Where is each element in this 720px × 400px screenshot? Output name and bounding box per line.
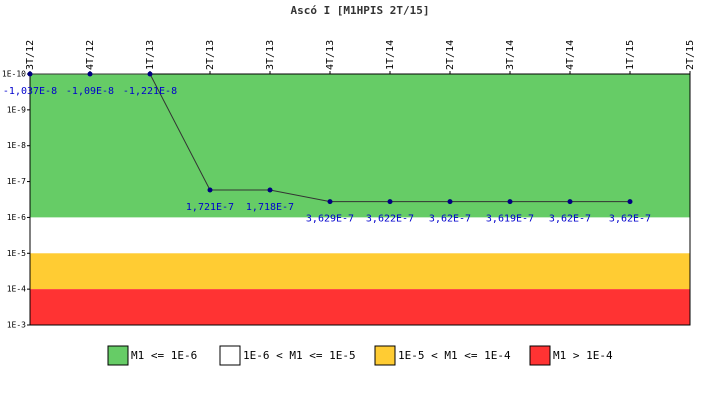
data-label: 1,721E-7 <box>186 202 234 213</box>
x-tick-label: 1T/15 <box>625 40 636 70</box>
x-tick-label: 3T/12 <box>25 40 36 70</box>
data-point <box>387 199 393 205</box>
band <box>30 217 690 254</box>
data-label: 3,619E-7 <box>486 214 534 225</box>
x-tick-label: 3T/14 <box>505 40 516 70</box>
data-point <box>447 199 453 205</box>
legend-label: 1E-6 < M1 <= 1E-5 <box>243 349 356 362</box>
x-tick-label: 3T/13 <box>265 40 276 70</box>
legend-swatch <box>219 345 241 366</box>
chart-title: Ascó I [M1HPIS 2T/15] <box>290 4 429 17</box>
y-tick-label: 1E-8 <box>7 141 26 150</box>
x-tick-label: 4T/14 <box>565 40 576 70</box>
data-point <box>327 199 333 205</box>
y-tick-label: 1E-3 <box>7 321 26 330</box>
x-tick-label: 1T/13 <box>145 40 156 70</box>
data-point <box>207 187 213 193</box>
x-tick-label: 2T/15 <box>685 40 696 70</box>
plot-frame <box>29 73 691 326</box>
data-point <box>567 199 573 205</box>
y-tick-label: 1E-6 <box>7 213 26 222</box>
y-tick-label: 1E-7 <box>7 177 26 186</box>
band <box>30 74 690 218</box>
legend-swatch <box>374 345 396 366</box>
data-point <box>27 71 33 77</box>
data-point <box>507 199 513 205</box>
data-label: 1,718E-7 <box>246 202 294 213</box>
legend-swatch <box>529 345 551 366</box>
x-tick-label: 1T/14 <box>385 40 396 70</box>
data-point <box>627 199 633 205</box>
legend-label: M1 <= 1E-6 <box>131 349 197 362</box>
legend-label: M1 > 1E-4 <box>553 349 613 362</box>
data-label: 3,622E-7 <box>366 214 414 225</box>
y-tick-label: 1E-9 <box>7 105 26 114</box>
y-tick-label: 1E-4 <box>7 285 26 294</box>
data-label: -1,09E-8 <box>66 86 114 97</box>
data-label: 3,629E-7 <box>306 214 354 225</box>
band <box>30 253 690 290</box>
x-tick-label: 2T/14 <box>445 40 456 70</box>
band <box>30 289 690 325</box>
data-label: -1,221E-8 <box>123 86 177 97</box>
data-label: -1,037E-8 <box>3 86 57 97</box>
x-tick-label: 4T/13 <box>325 40 336 70</box>
data-point <box>147 71 153 77</box>
data-point <box>267 187 273 193</box>
data-label: 3,62E-7 <box>609 214 651 225</box>
x-tick-label: 4T/12 <box>85 40 96 70</box>
legend-label: 1E-5 < M1 <= 1E-4 <box>398 349 511 362</box>
legend-swatch <box>107 345 129 366</box>
x-tick-label: 2T/13 <box>205 40 216 70</box>
data-label: 3,62E-7 <box>429 214 471 225</box>
data-point <box>87 71 93 77</box>
y-tick-label: 1E-10 <box>2 70 26 79</box>
y-tick-label: 1E-5 <box>7 249 26 258</box>
data-label: 3,62E-7 <box>549 214 591 225</box>
